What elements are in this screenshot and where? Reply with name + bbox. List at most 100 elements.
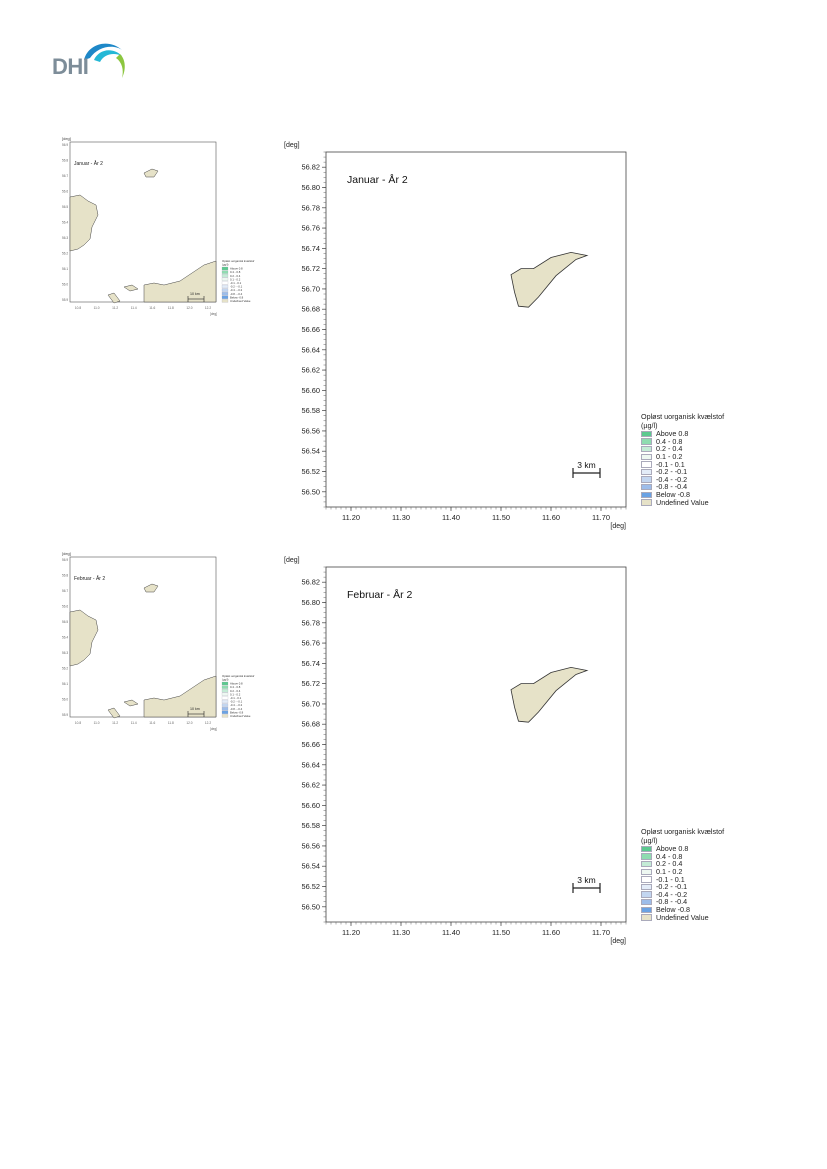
thumbnail-y-tick-label: 56.3	[62, 651, 68, 655]
scale-bar-label: 3 km	[577, 875, 595, 885]
y-tick-label: 56.68	[302, 305, 321, 314]
thumbnail-x-tick-label: 10.8	[75, 721, 81, 725]
legend-swatch	[641, 438, 652, 445]
legend-label: -0.1 - 0.1	[656, 459, 685, 469]
thumbnail-y-tick-label: 55.9	[62, 713, 68, 717]
y-tick-label: 56.58	[302, 406, 321, 415]
x-tick-label: 11.30	[392, 513, 410, 522]
legend-swatch	[641, 891, 652, 898]
thumbnail-y-tick-label: 55.9	[62, 298, 68, 302]
legend-item: Above 0.8	[641, 845, 761, 853]
thumbnail-x-ticks: 10.8 11.0 11.2 11.4 11.6 11.8 12.0 12.2	[75, 306, 211, 310]
thumbnail-legend-label: 0.2 - 0.4	[230, 274, 241, 278]
thumbnail-x-tick-label: 11.8	[168, 721, 174, 725]
island-land	[510, 666, 589, 723]
thumbnail-legend-swatch	[221, 292, 229, 296]
legend-swatch	[641, 453, 652, 460]
thumbnail-legend-swatch	[221, 685, 229, 689]
svg-text:[deg]: [deg]	[62, 136, 71, 141]
thumbnail-x-tick-label: 11.4	[131, 721, 137, 725]
thumbnail-legend-swatch	[221, 692, 229, 696]
plot-frame	[325, 566, 627, 923]
thumbnail-scale-bar	[187, 296, 205, 302]
legend-item: 0.2 - 0.4	[641, 860, 761, 868]
legend-item: Above 0.8	[641, 430, 761, 438]
legend-item: -0.4 - -0.2	[641, 891, 761, 899]
legend-item: -0.2 - -0.1	[641, 468, 761, 476]
y-tick-label: 56.74	[302, 659, 321, 668]
thumbnail-legend-label: Undefined Value	[230, 714, 251, 718]
legend-label: Below -0.8	[656, 904, 690, 914]
thumbnail-title: Februar - År 2	[74, 575, 105, 582]
thumbnail-x-tick-label: 11.2	[112, 306, 118, 310]
main-map-january: [deg] 56.82 56.80 56.78 56.76 56.74 56.72 56.70…	[284, 136, 636, 532]
thumbnail-map-february: [deg] Februar - År 2 10 km 56.9 56.8 56.7 5…	[62, 550, 272, 735]
dhi-wave-icon	[84, 43, 125, 78]
plot-frame	[325, 151, 627, 508]
y-tick-label: 56.66	[302, 740, 321, 749]
legend-unit: (µg/l)	[641, 420, 658, 430]
y-tick-label: 56.74	[302, 244, 321, 253]
legend-item: -0.8 - -0.4	[641, 483, 761, 491]
legend-label: Undefined Value	[656, 497, 709, 507]
thumbnail-legend-label: -0.2 - -0.1	[230, 700, 243, 704]
legend-swatch	[641, 868, 652, 875]
legend-label: 0.1 - 0.2	[656, 451, 683, 461]
thumbnail-y-tick-label: 56.1	[62, 682, 68, 686]
x-tick-label: 11.50	[492, 928, 510, 937]
y-tick-label: 56.78	[302, 618, 321, 627]
legend-swatch	[641, 491, 652, 498]
legend-label: -0.1 - 0.1	[656, 874, 685, 884]
y-tick-label: 56.52	[302, 882, 321, 891]
thumbnail-x-tick-label: 11.6	[149, 306, 155, 310]
legend-label: -0.2 - -0.1	[656, 467, 688, 477]
y-tick-label: 56.80	[302, 183, 321, 192]
legend-february: Opløst uorganisk kvælstof (µg/l) Above 0…	[641, 828, 761, 921]
thumbnail-legend-unit: (µg/l)	[222, 263, 228, 267]
y-tick-label: 56.76	[302, 639, 321, 648]
legend-swatch	[641, 860, 652, 868]
legend-swatch	[641, 483, 652, 491]
legend-unit: (µg/l)	[641, 835, 658, 845]
legend-label: -0.8 - -0.4	[656, 482, 688, 492]
y-tick-label: 56.66	[302, 325, 321, 334]
x-tick-label: 11.60	[542, 928, 560, 937]
logo-text: DHI	[52, 54, 89, 79]
thumbnail-y-tick-label: 56.5	[62, 205, 68, 209]
thumbnail-legend-label: Below -0.8	[230, 295, 244, 299]
y-tick-label: 56.78	[302, 203, 321, 212]
thumbnail-legend-swatch	[221, 284, 229, 289]
legend-item: Undefined Value	[641, 497, 761, 507]
thumbnail-y-ticks: 56.9 56.8 56.7 56.6 56.5 56.4 56.3 56.2 56.1 56.0…	[62, 143, 68, 302]
thumbnail-x-tick-label: 12.0	[186, 306, 192, 310]
y-tick-label: 56.68	[302, 720, 321, 729]
thumbnail-legend-label: 0.1 - 0.2	[230, 692, 241, 696]
thumbnail-x-tick-label: 11.6	[149, 721, 155, 725]
x-tick-label: 11.60	[542, 513, 560, 522]
svg-text:[deg]: [deg]	[210, 312, 217, 316]
thumbnail-x-tick-label: 10.8	[75, 306, 81, 310]
legend-item: -0.2 - -0.1	[641, 883, 761, 891]
x-tick-label: 11.40	[442, 928, 460, 937]
island-land	[510, 251, 589, 308]
thumbnail-x-tick-label: 11.2	[112, 721, 118, 725]
thumbnail-legend-swatch	[221, 714, 229, 718]
legend-swatch	[641, 914, 652, 921]
thumbnail-legend-swatch	[221, 270, 229, 274]
thumbnail-legend: Opløst uorganisk kvælstof(µg/l)Above 0.8…	[221, 259, 255, 303]
y-tick-label: 56.80	[302, 598, 321, 607]
legend-label: Undefined Value	[656, 912, 709, 922]
thumbnail-y-tick-label: 56.0	[62, 698, 68, 702]
legend-label: 0.1 - 0.2	[656, 866, 683, 876]
svg-text:10 km: 10 km	[190, 292, 200, 296]
legend-swatch	[641, 883, 652, 891]
main-map-february: [deg] 56.82 56.80 56.78 56.76 56.74 56.72 56.70…	[284, 551, 636, 947]
legend-swatch	[641, 430, 652, 438]
map-title: Januar - År 2	[347, 173, 408, 186]
x-tick-label: 11.30	[392, 928, 410, 937]
y-tick-label: 56.50	[302, 902, 321, 911]
y-tick-label: 56.64	[302, 345, 321, 354]
y-tick-label: 56.82	[302, 578, 321, 587]
thumbnail-scale-bar	[187, 711, 205, 717]
thumbnail-x-tick-label: 11.0	[94, 721, 100, 725]
